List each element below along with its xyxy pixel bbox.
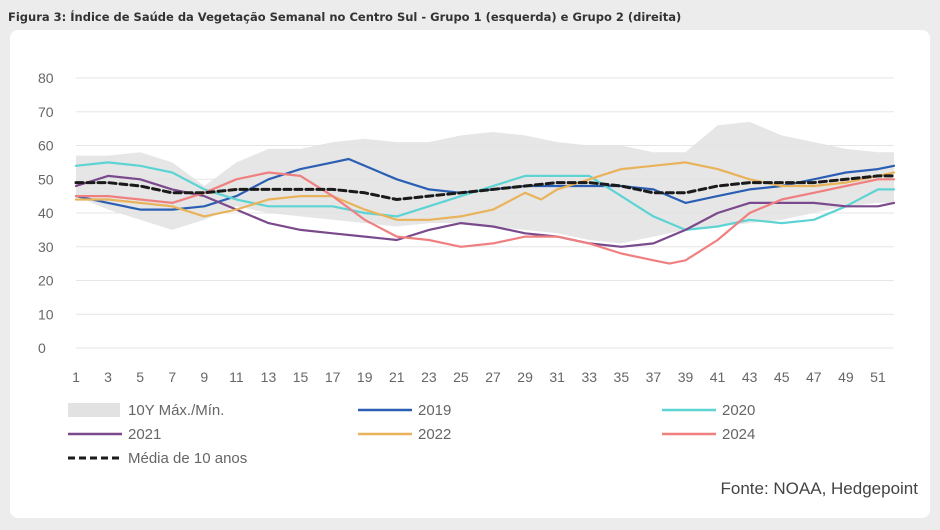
x-tick-label: 9 [200,369,208,385]
y-tick-label: 50 [38,171,54,187]
max-min-band-layer [76,121,894,244]
y-tick-label: 20 [38,273,54,289]
y-tick-label: 10 [38,306,54,322]
x-tick-label: 5 [136,369,144,385]
x-tick-label: 49 [838,369,854,385]
x-tick-label: 27 [485,369,501,385]
x-tick-label: 7 [168,369,176,385]
y-tick-label: 60 [38,138,54,154]
x-tick-label: 23 [421,369,437,385]
max-min-band [76,121,894,244]
x-tick-label: 47 [806,369,822,385]
y-tick-label: 40 [38,205,54,221]
x-tick-label: 41 [710,369,726,385]
y-tick-label: 80 [38,70,54,86]
figure-title: Figura 3: Índice de Saúde da Vegetação S… [8,10,682,24]
x-tick-label: 45 [774,369,790,385]
legend-label: 2019 [418,402,451,419]
x-tick-label: 11 [229,369,244,385]
chart-card: 1 3 5 7 9 11 13 15 17 19 21 23 25 27 29 31 33 35 37 39 41 43 4… [10,30,930,518]
x-tick-label: 19 [357,369,373,385]
source-note: Fonte: NOAA, Hedgepoint [720,479,918,498]
legend: 10Y Máx./Mín. 2019 2020 2021 2022 2024 Média d… [68,402,755,467]
x-tick-label: 31 [549,369,565,385]
series-layer [74,157,896,265]
legend-label: 2020 [722,402,755,419]
legend-label: 10Y Máx./Mín. [128,402,224,419]
x-tick-label: 25 [453,369,469,385]
legend-label: 2022 [418,426,451,443]
x-axis: 1 3 5 7 9 11 13 15 17 19 21 23 25 27 29 31 33 35 37 39 41 43 4… [72,369,886,385]
x-tick-label: 35 [614,369,630,385]
series-line-2024 [74,171,896,265]
x-tick-label: 39 [678,369,694,385]
y-tick-label: 70 [38,104,54,120]
y-axis: 0 10 20 30 40 50 60 70 80 [38,70,54,356]
y-tick-label: 0 [38,340,46,356]
legend-label: 2024 [722,426,755,443]
weekly-vegetation-health-chart: 1 3 5 7 9 11 13 15 17 19 21 23 25 27 29 31 33 35 37 39 41 43 4… [38,70,896,467]
x-tick-label: 37 [646,369,662,385]
legend-label: 2021 [128,426,161,443]
x-tick-label: 21 [389,369,405,385]
x-tick-label: 29 [517,369,533,385]
x-tick-label: 33 [581,369,597,385]
x-tick-label: 51 [870,369,886,385]
series-line-m-dia-de-10-anos [74,174,896,201]
x-tick-label: 1 [72,369,80,385]
x-tick-label: 43 [742,369,758,385]
x-tick-label: 3 [104,369,112,385]
y-tick-label: 30 [38,239,54,255]
x-tick-label: 15 [293,369,309,385]
x-tick-label: 17 [325,369,341,385]
x-tick-label: 13 [261,369,277,385]
legend-label: Média de 10 anos [128,450,247,467]
legend-swatch-band [68,403,120,417]
